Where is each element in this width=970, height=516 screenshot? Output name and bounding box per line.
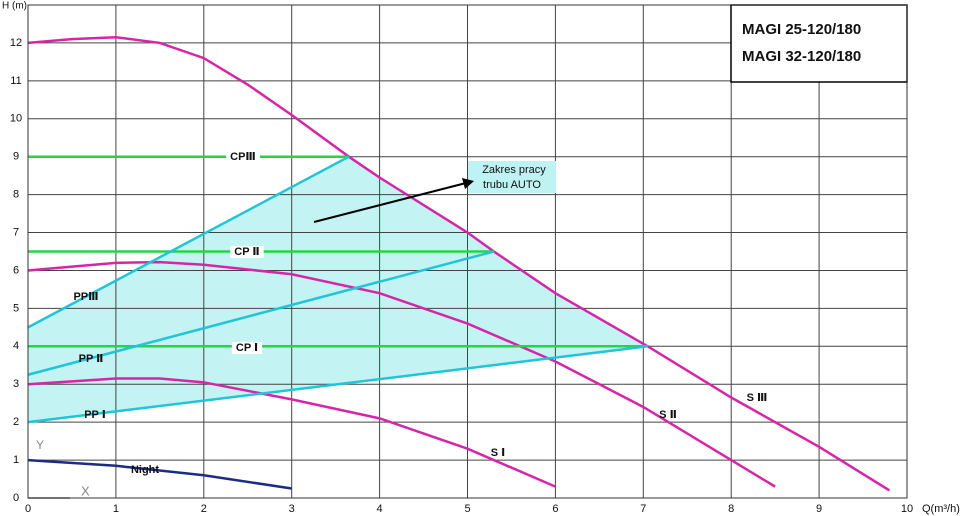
x-tick-label: 7 bbox=[640, 503, 646, 515]
series-label: Night bbox=[131, 464, 159, 476]
y-tick-label: 0 bbox=[13, 492, 19, 504]
y-tick-label: 7 bbox=[13, 226, 19, 238]
axis-mark: Y bbox=[36, 438, 44, 452]
x-tick-label: 0 bbox=[25, 503, 31, 515]
y-tick-label: 11 bbox=[10, 75, 21, 87]
series-label: CPⅢ bbox=[230, 151, 256, 163]
series-label: PP Ⅱ bbox=[79, 353, 104, 365]
annotation-box bbox=[468, 161, 556, 193]
arrow-shaft bbox=[313, 182, 467, 223]
label-bg bbox=[226, 150, 260, 163]
x-tick-label: 9 bbox=[816, 503, 822, 515]
series-label: S Ⅲ bbox=[747, 392, 768, 404]
series-line bbox=[27, 250, 495, 376]
series-line bbox=[27, 345, 648, 424]
series-label: CP Ⅰ bbox=[236, 342, 258, 354]
model-name: MAGI 32-120/180 bbox=[742, 48, 861, 65]
series-label: PP Ⅰ bbox=[84, 409, 106, 421]
series-line bbox=[27, 458, 292, 490]
x-tick-label: 6 bbox=[552, 503, 558, 515]
model-name: MAGI 25-120/180 bbox=[742, 21, 861, 38]
label-bg bbox=[230, 245, 264, 258]
arrow-head bbox=[462, 178, 474, 189]
series-line bbox=[27, 155, 350, 329]
series-line bbox=[27, 35, 891, 492]
model-box bbox=[730, 4, 908, 83]
y-tick-label: 2 bbox=[13, 416, 19, 428]
x-tick-label: 2 bbox=[201, 503, 207, 515]
x-tick-label: 3 bbox=[289, 503, 295, 515]
plot-frame bbox=[27, 4, 908, 499]
y-axis-label: H (m) bbox=[2, 1, 27, 12]
axis-mark: X bbox=[81, 483, 90, 498]
annotation-text: trubu AUTO bbox=[483, 179, 541, 191]
x-tick-label: 10 bbox=[901, 503, 913, 515]
y-tick-label: 9 bbox=[13, 151, 19, 163]
series-label: PPⅢ bbox=[73, 291, 98, 303]
x-tick-label: 4 bbox=[377, 503, 383, 515]
x-tick-label: 5 bbox=[464, 503, 470, 515]
series-label: CP Ⅱ bbox=[234, 246, 259, 258]
fill-layer bbox=[28, 156, 648, 423]
y-tick-label: 3 bbox=[13, 378, 19, 390]
label-bg bbox=[231, 341, 263, 354]
x-axis-label: Q(m³/h) bbox=[922, 503, 960, 515]
y-tick-label: 4 bbox=[13, 340, 19, 352]
x-tick-label: 1 bbox=[113, 503, 119, 515]
series-label: S Ⅱ bbox=[659, 409, 677, 421]
series-label: S Ⅰ bbox=[491, 447, 506, 459]
y-tick-label: 10 bbox=[10, 113, 22, 125]
y-tick-label: 5 bbox=[13, 302, 19, 314]
working-region bbox=[28, 156, 648, 423]
y-tick-label: 6 bbox=[13, 264, 19, 276]
y-tick-label: 8 bbox=[13, 189, 19, 201]
plot bbox=[27, 35, 891, 492]
y-tick-label: 1 bbox=[13, 454, 19, 466]
series-line bbox=[27, 377, 556, 488]
y-tick-label: 12 bbox=[10, 37, 22, 49]
x-tick-label: 8 bbox=[728, 503, 734, 515]
annotation-text: Zakres pracy bbox=[482, 164, 546, 176]
series-line bbox=[27, 260, 776, 488]
